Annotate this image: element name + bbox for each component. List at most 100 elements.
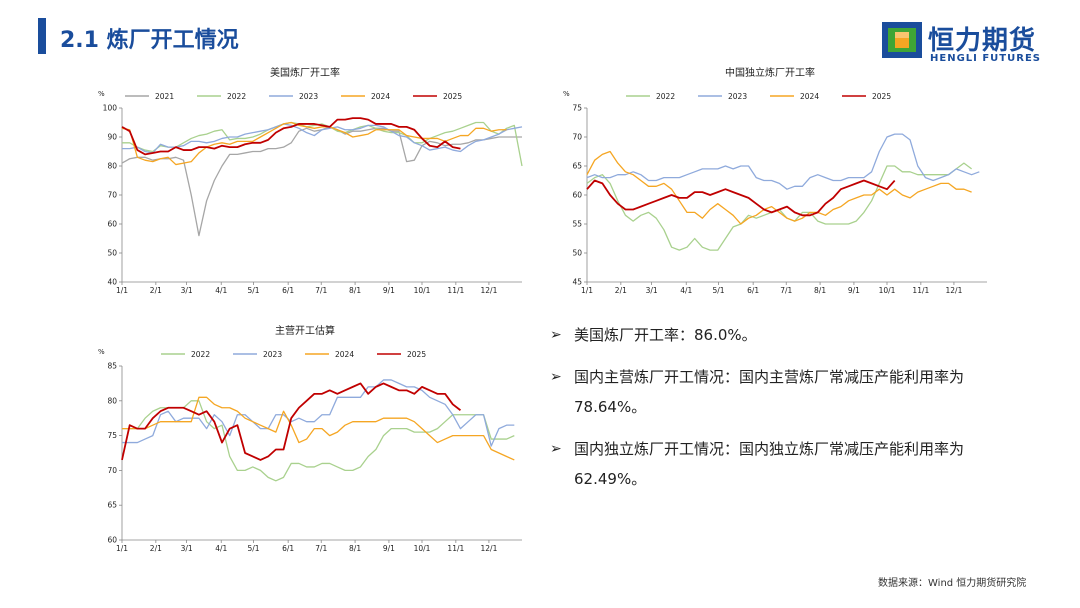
y-tick-label: 70 xyxy=(107,191,117,200)
logo-subtitle: HENGLI FUTURES xyxy=(930,53,1041,64)
x-tick-label: 2/1 xyxy=(150,286,162,295)
x-tick-label: 4/1 xyxy=(680,286,692,295)
series-line-2024 xyxy=(122,396,515,461)
x-tick-label: 9/1 xyxy=(848,286,860,295)
y-tick-label: 100 xyxy=(103,104,118,113)
y-tick-label: 60 xyxy=(107,220,117,229)
x-tick-label: 11/1 xyxy=(447,286,464,295)
y-tick-label: 50 xyxy=(572,249,582,258)
x-tick-label: 5/1 xyxy=(247,544,259,553)
chart-title: 主营开工估算 xyxy=(275,324,335,337)
x-tick-label: 4/1 xyxy=(215,544,227,553)
series-line-2022 xyxy=(122,400,515,482)
legend-label: 2024 xyxy=(371,92,390,101)
y-unit-label: % xyxy=(98,90,105,98)
chart-title: 美国炼厂开工率 xyxy=(270,66,340,79)
y-tick-label: 70 xyxy=(572,133,582,142)
y-tick-label: 80 xyxy=(107,396,117,405)
series-line-2022 xyxy=(586,162,973,251)
x-tick-label: 9/1 xyxy=(383,286,395,295)
x-tick-label: 11/1 xyxy=(912,286,929,295)
x-tick-label: 3/1 xyxy=(181,286,193,295)
x-tick-label: 10/1 xyxy=(414,286,431,295)
x-tick-label: 1/1 xyxy=(116,286,128,295)
series-line-2024 xyxy=(121,121,507,166)
x-tick-label: 2/1 xyxy=(615,286,627,295)
y-unit-label: % xyxy=(563,90,570,98)
legend-label: 2023 xyxy=(728,92,747,101)
bullet-list: ➢ 美国炼厂开工率：86.0%。 ➢ 国内主营炼厂开工情况：国内主营炼厂常减压产… xyxy=(548,320,1028,506)
y-tick-label: 75 xyxy=(107,431,117,440)
x-tick-label: 11/1 xyxy=(447,544,464,553)
y-tick-label: 55 xyxy=(572,220,582,229)
cn-major-chart: 主营开工估算% 2022 2023 2024 2025 60 65 70 75 80 85 1/1 2/… xyxy=(98,324,522,553)
x-tick-label: 8/1 xyxy=(349,286,361,295)
chart-cn-independent: 中国独立炼厂开工率% 2022 2023 2024 2025 45 50 55 60 65 70 75… xyxy=(545,60,995,300)
x-tick-label: 7/1 xyxy=(315,286,327,295)
title-accent-bar xyxy=(38,18,46,54)
x-tick-label: 2/1 xyxy=(150,544,162,553)
legend-label: 2023 xyxy=(263,350,282,359)
legend-label: 2025 xyxy=(443,92,462,101)
series-line-2023 xyxy=(586,133,980,190)
series-line-2025 xyxy=(121,382,462,461)
chart-cn-major: 主营开工估算% 2022 2023 2024 2025 60 65 70 75 80 85 1/1 2/… xyxy=(80,318,530,558)
logo-text: 恒力期货 xyxy=(928,26,1037,56)
legend-label: 2024 xyxy=(335,350,354,359)
x-tick-label: 3/1 xyxy=(181,544,193,553)
y-tick-label: 75 xyxy=(572,104,582,113)
x-tick-label: 1/1 xyxy=(581,286,593,295)
y-unit-label: % xyxy=(98,348,105,356)
y-tick-label: 85 xyxy=(107,362,117,371)
legend-label: 2025 xyxy=(872,92,891,101)
legend-label: 2021 xyxy=(155,92,174,101)
x-tick-label: 7/1 xyxy=(315,544,327,553)
data-source: 数据来源：Wind 恒力期货研究院 xyxy=(878,578,1027,589)
bullet-item: ➢ 国内主营炼厂开工情况：国内主营炼厂常减压产能利用率为78.64%。 xyxy=(548,362,1028,422)
bullet-item: ➢ 美国炼厂开工率：86.0%。 xyxy=(548,320,1028,350)
y-tick-label: 80 xyxy=(107,162,117,171)
y-tick-label: 65 xyxy=(107,501,117,510)
chart-title: 中国独立炼厂开工率 xyxy=(725,66,815,79)
y-tick-label: 50 xyxy=(107,249,117,258)
y-tick-label: 45 xyxy=(572,278,582,287)
y-tick-label: 70 xyxy=(107,466,117,475)
page-title: 2.1 炼厂开工情况 xyxy=(60,28,239,53)
x-tick-label: 9/1 xyxy=(383,544,395,553)
legend-label: 2022 xyxy=(191,350,210,359)
chart-us-refinery: 美国炼厂开工率% 2021 2022 2023 2024 2025 40 50 60 70 80 90… xyxy=(80,60,530,300)
x-tick-label: 12/1 xyxy=(481,286,498,295)
bullet-text: 国内独立炼厂开工情况：国内独立炼厂常减压产能利用率为62.49%。 xyxy=(574,440,965,488)
y-tick-label: 65 xyxy=(572,162,582,171)
y-tick-label: 60 xyxy=(572,191,582,200)
company-logo: 恒力期货 HENGLI FUTURES xyxy=(882,22,1052,64)
series-line-2023 xyxy=(122,379,515,447)
legend-label: 2022 xyxy=(227,92,246,101)
y-tick-label: 60 xyxy=(107,536,117,545)
bullet-text: 国内主营炼厂开工情况：国内主营炼厂常减压产能利用率为78.64%。 xyxy=(574,368,965,416)
legend-label: 2023 xyxy=(299,92,318,101)
x-tick-label: 5/1 xyxy=(247,286,259,295)
x-tick-label: 4/1 xyxy=(215,286,227,295)
series-line-2025 xyxy=(121,117,461,156)
x-tick-label: 8/1 xyxy=(814,286,826,295)
us-refinery-chart: 美国炼厂开工率% 2021 2022 2023 2024 2025 40 50 60 70 80 90… xyxy=(98,66,523,295)
series-line-2024 xyxy=(586,150,972,225)
x-tick-label: 12/1 xyxy=(946,286,963,295)
y-tick-label: 40 xyxy=(107,278,117,287)
bullet-text: 美国炼厂开工率：86.0%。 xyxy=(574,326,757,344)
series-line-2022 xyxy=(122,121,523,167)
legend-label: 2024 xyxy=(800,92,819,101)
bullet-item: ➢ 国内独立炼厂开工情况：国内独立炼厂常减压产能利用率为62.49%。 xyxy=(548,434,1028,494)
legend-label: 2025 xyxy=(407,350,426,359)
x-tick-label: 7/1 xyxy=(780,286,792,295)
cn-independent-chart: 中国独立炼厂开工率% 2022 2023 2024 2025 45 50 55 60 65 70 75… xyxy=(563,66,987,295)
x-tick-label: 5/1 xyxy=(712,286,724,295)
x-tick-label: 10/1 xyxy=(879,286,896,295)
x-tick-label: 6/1 xyxy=(282,544,294,553)
x-tick-label: 8/1 xyxy=(349,544,361,553)
arrow-bullet-icon: ➢ xyxy=(550,369,562,385)
series-line-2025 xyxy=(586,179,896,217)
logo-mark-icon xyxy=(882,22,922,58)
arrow-bullet-icon: ➢ xyxy=(550,327,562,343)
